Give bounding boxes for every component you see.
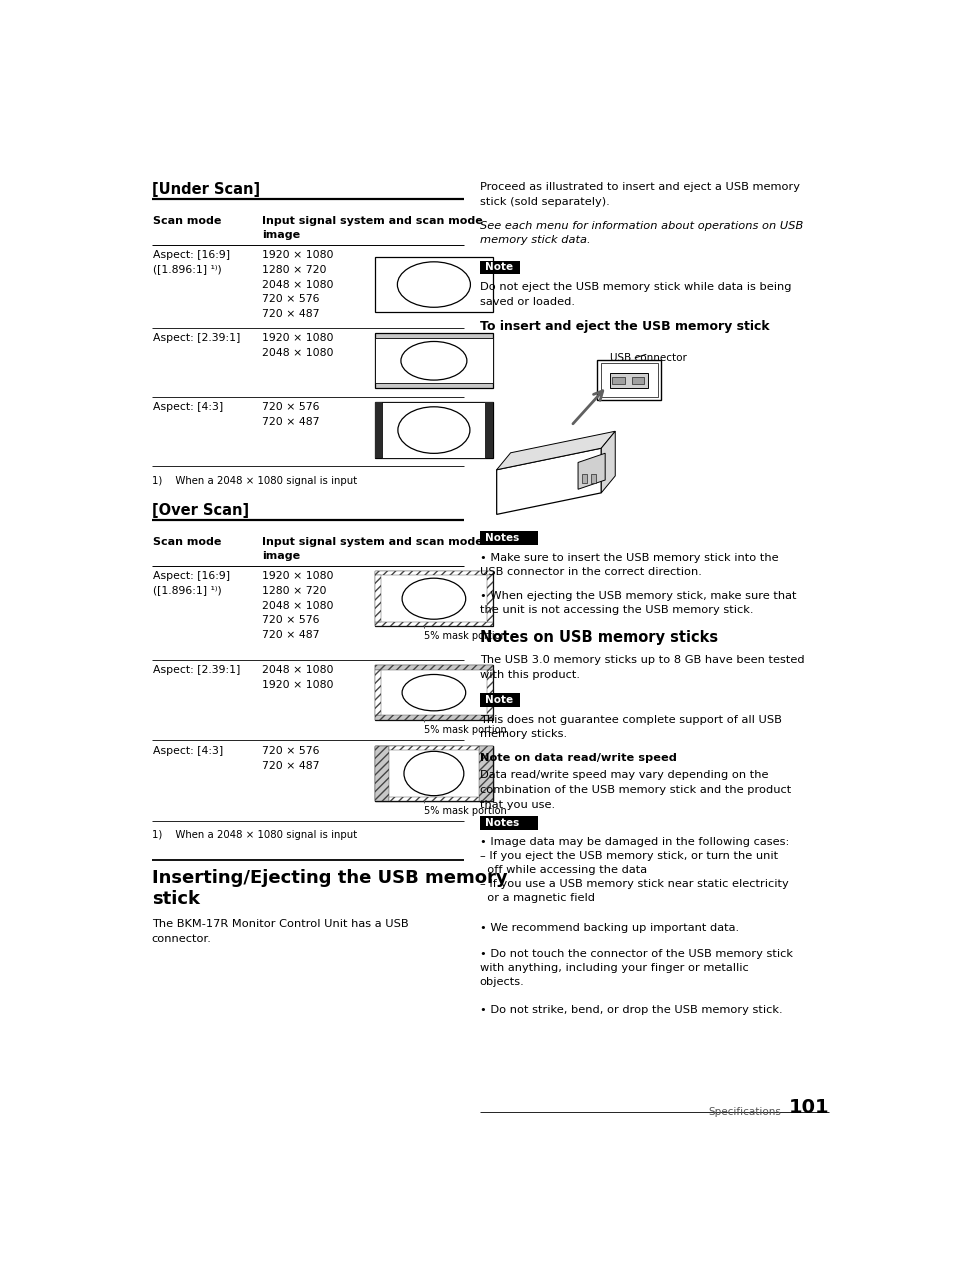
Bar [612, 377, 624, 383]
Text: 5% mask portion: 5% mask portion [424, 631, 507, 641]
Text: Note on data read/write speed: Note on data read/write speed [479, 753, 676, 763]
Polygon shape [578, 454, 604, 489]
Bar [375, 665, 493, 670]
Text: Aspect: [2.39:1]: Aspect: [2.39:1] [153, 333, 240, 343]
Text: 2048 × 1080
1920 × 1080: 2048 × 1080 1920 × 1080 [261, 665, 333, 689]
Text: 101: 101 [788, 1098, 828, 1117]
Ellipse shape [400, 341, 466, 380]
Text: USB connector: USB connector [610, 353, 686, 363]
Text: 720 × 576
720 × 487: 720 × 576 720 × 487 [261, 745, 319, 771]
Text: Note: Note [484, 262, 513, 273]
Text: Aspect: [4:3]: Aspect: [4:3] [153, 403, 223, 413]
Bar [375, 575, 381, 622]
Bar [375, 571, 493, 575]
Ellipse shape [401, 674, 465, 711]
Bar [375, 339, 493, 383]
Text: • We recommend backing up important data.: • We recommend backing up important data… [479, 924, 738, 934]
Bar [485, 403, 493, 457]
Bar [610, 373, 648, 389]
Text: Aspect: [16:9]
([1.896:1] ¹⁾): Aspect: [16:9] ([1.896:1] ¹⁾) [153, 250, 231, 274]
Text: The USB 3.0 memory sticks up to 8 GB have been tested
with this product.: The USB 3.0 memory sticks up to 8 GB hav… [479, 655, 803, 680]
Bar [375, 665, 493, 720]
Bar [375, 333, 493, 389]
Bar [375, 571, 493, 627]
Bar [486, 670, 493, 715]
Bar [486, 575, 493, 622]
Bar [388, 745, 478, 750]
Text: Notes on USB memory sticks: Notes on USB memory sticks [479, 629, 717, 645]
Text: 5% mask portion: 5% mask portion [424, 806, 507, 815]
Text: This does not guarantee complete support of all USB
memory sticks.: This does not guarantee complete support… [479, 715, 781, 739]
Bar [479, 261, 519, 274]
Ellipse shape [403, 752, 463, 796]
Bar [375, 745, 493, 801]
Bar [375, 745, 388, 801]
Ellipse shape [401, 578, 465, 619]
Bar [375, 403, 493, 457]
Text: [Under Scan]: [Under Scan] [152, 182, 259, 197]
Bar [375, 670, 381, 715]
Text: 1)    When a 2048 × 1080 signal is input: 1) When a 2048 × 1080 signal is input [152, 476, 356, 487]
Bar [375, 715, 493, 720]
Text: Scan mode: Scan mode [153, 217, 221, 225]
Bar [599, 363, 658, 397]
Bar [479, 531, 537, 545]
Bar [388, 745, 478, 801]
Text: Aspect: [16:9]
([1.896:1] ¹⁾): Aspect: [16:9] ([1.896:1] ¹⁾) [153, 571, 231, 595]
Polygon shape [497, 431, 615, 470]
Text: See each menu for information about operations on USB
memory stick data.: See each menu for information about oper… [479, 220, 802, 246]
Bar [632, 377, 644, 383]
Bar [591, 474, 596, 483]
Text: Aspect: [2.39:1]: Aspect: [2.39:1] [153, 665, 240, 675]
Text: [Over Scan]: [Over Scan] [152, 503, 249, 519]
Ellipse shape [397, 406, 470, 454]
Text: Data read/write speed may vary depending on the
combination of the USB memory st: Data read/write speed may vary depending… [479, 769, 790, 810]
Polygon shape [600, 431, 615, 493]
Text: Scan mode: Scan mode [153, 538, 221, 547]
Text: Aspect: [4:3]: Aspect: [4:3] [153, 745, 223, 755]
Text: Input signal system and scan mode
image: Input signal system and scan mode image [261, 217, 482, 240]
Bar [597, 361, 660, 400]
Text: To insert and eject the USB memory stick: To insert and eject the USB memory stick [479, 320, 768, 334]
Text: • When ejecting the USB memory stick, make sure that
the unit is not accessing t: • When ejecting the USB memory stick, ma… [479, 591, 796, 615]
Bar [375, 257, 493, 312]
Polygon shape [497, 448, 600, 515]
Text: 5% mask portion: 5% mask portion [424, 725, 507, 735]
Text: Do not eject the USB memory stick while data is being
saved or loaded.: Do not eject the USB memory stick while … [479, 282, 790, 307]
Text: • Make sure to insert the USB memory stick into the
USB connector in the correct: • Make sure to insert the USB memory sti… [479, 553, 778, 577]
Text: Inserting/Ejecting the USB memory
stick: Inserting/Ejecting the USB memory stick [152, 869, 507, 908]
Bar [479, 817, 537, 829]
Text: • Do not touch the connector of the USB memory stick
with anything, including yo: • Do not touch the connector of the USB … [479, 949, 792, 987]
Bar [479, 693, 519, 707]
Text: The BKM-17R Monitor Control Unit has a USB
connector.: The BKM-17R Monitor Control Unit has a U… [152, 919, 408, 944]
Bar [478, 745, 493, 801]
Text: 1920 × 1080
2048 × 1080: 1920 × 1080 2048 × 1080 [261, 333, 333, 358]
Bar [375, 622, 493, 627]
Bar [581, 474, 586, 483]
Text: Input signal system and scan mode
image: Input signal system and scan mode image [261, 538, 482, 561]
Text: • Do not strike, bend, or drop the USB memory stick.: • Do not strike, bend, or drop the USB m… [479, 1005, 781, 1015]
Text: Note: Note [484, 696, 513, 705]
Text: 720 × 576
720 × 487: 720 × 576 720 × 487 [261, 403, 319, 427]
Text: Specifications: Specifications [707, 1107, 781, 1117]
Bar [382, 403, 485, 457]
Text: 1920 × 1080
1280 × 720
2048 × 1080
720 × 576
720 × 487: 1920 × 1080 1280 × 720 2048 × 1080 720 ×… [261, 250, 333, 318]
Text: Proceed as illustrated to insert and eject a USB memory
stick (sold separately).: Proceed as illustrated to insert and eje… [479, 182, 799, 206]
Bar [375, 745, 493, 801]
Bar [388, 798, 478, 801]
Text: Notes: Notes [484, 818, 518, 828]
Text: 1920 × 1080
1280 × 720
2048 × 1080
720 × 576
720 × 487: 1920 × 1080 1280 × 720 2048 × 1080 720 ×… [261, 571, 333, 641]
Text: • Image data may be damaged in the following cases:
– If you eject the USB memor: • Image data may be damaged in the follo… [479, 837, 788, 903]
Bar [375, 403, 382, 457]
Ellipse shape [397, 262, 470, 307]
Text: Notes: Notes [484, 533, 518, 543]
Text: 1)    When a 2048 × 1080 signal is input: 1) When a 2048 × 1080 signal is input [152, 831, 356, 841]
